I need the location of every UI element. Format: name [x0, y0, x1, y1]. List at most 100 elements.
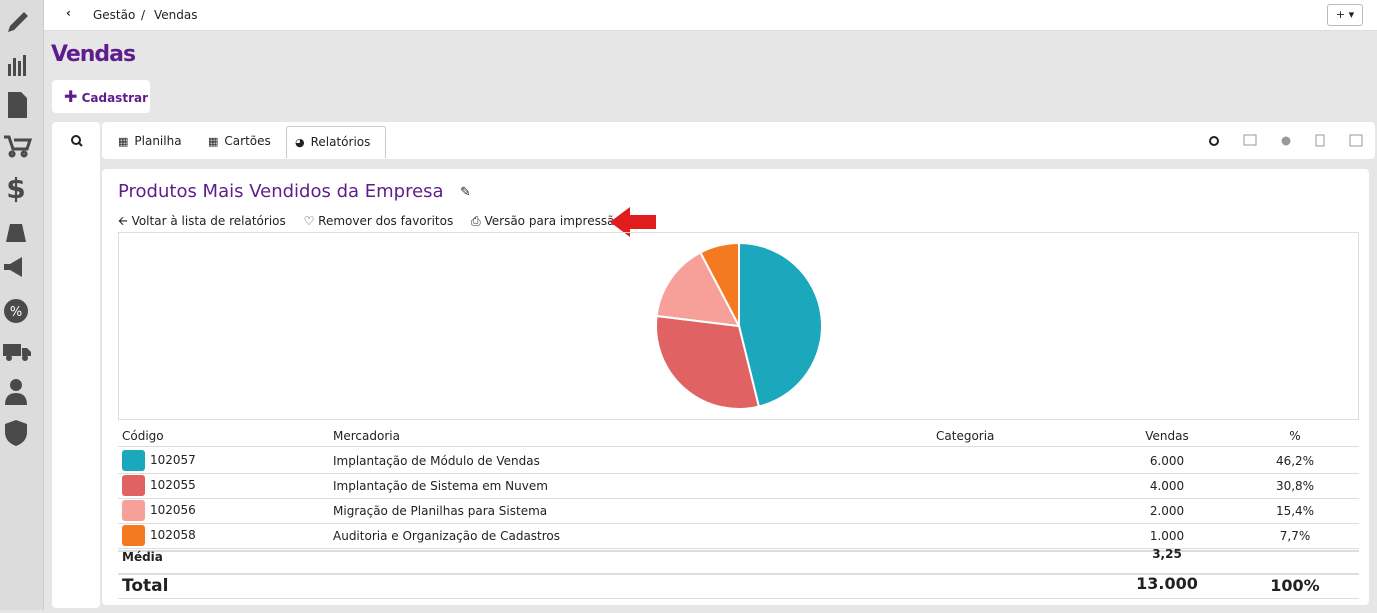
bag-icon[interactable]: [6, 224, 26, 242]
total-percent: 100%: [1270, 576, 1320, 595]
tab[interactable]: ▦ Planilha: [110, 126, 198, 158]
back-link-text[interactable]: Voltar à lista de relatórios: [131, 214, 286, 228]
settings-icon[interactable]: [1281, 136, 1291, 146]
column-header: Código: [122, 429, 164, 443]
total-label: Total: [122, 576, 169, 596]
breadcrumb-current: Vendas: [154, 8, 198, 22]
breadcrumb-separator: /: [141, 8, 146, 22]
tab[interactable]: ◕ Relatórios: [286, 126, 386, 158]
file-icon[interactable]: [1315, 134, 1325, 147]
total-value: 13.000: [1136, 574, 1198, 593]
tab-label: Cartões: [224, 134, 271, 148]
search-panel: [52, 122, 100, 608]
megaphone-icon[interactable]: [4, 257, 22, 277]
tab[interactable]: ▦ Cartões: [200, 126, 284, 158]
color-swatch: [122, 450, 145, 471]
tab-icon: ◕: [295, 136, 305, 149]
product: Migração de Planilhas para Sistema: [333, 504, 548, 518]
report-title: Produtos Mais Vendidos da Empresa: [118, 181, 444, 202]
discount-icon[interactable]: [4, 299, 28, 323]
favorite-link-text[interactable]: Remover dos favoritos: [318, 214, 454, 228]
report-links: 🡨 Voltar à lista de relatórios ♡ Remover…: [118, 212, 622, 233]
color-swatch: [122, 525, 145, 546]
breadcrumb-parent[interactable]: Gestão: [93, 8, 136, 22]
cart-icon[interactable]: [4, 135, 33, 158]
column-header: Vendas: [1145, 429, 1189, 443]
column-header: Categoria: [936, 429, 995, 443]
tab-label: Planilha: [134, 134, 182, 148]
sales: 1.000: [1149, 529, 1185, 543]
row-separator: [118, 574, 1359, 575]
mean-label: Média: [122, 550, 163, 564]
edit-icon[interactable]: [8, 12, 28, 32]
row-separator: [118, 523, 1359, 524]
row-separator: [118, 473, 1359, 474]
fullscreen-icon[interactable]: [1349, 134, 1363, 147]
product: Auditoria e Organização de Cadastros: [333, 529, 561, 543]
product: Implantação de Sistema em Nuvem: [333, 479, 548, 493]
mean-value: 3,25: [1152, 547, 1182, 561]
refresh-icon[interactable]: [1209, 136, 1219, 146]
percent: 7,7%: [1279, 529, 1311, 543]
code: 102056: [150, 503, 196, 517]
back-link[interactable]: 🡨 Voltar à lista de relatórios: [118, 214, 286, 228]
row-separator: [118, 573, 1359, 574]
add-dropdown[interactable]: + ▾: [1327, 4, 1363, 26]
pie-chart: [655, 241, 823, 410]
tab-label: Relatórios: [310, 135, 371, 149]
percent: 30,8%: [1275, 479, 1315, 493]
search-icon[interactable]: [52, 122, 100, 162]
document-icon[interactable]: [8, 92, 27, 118]
tab-bar: ▦ Planilha ▦ Cartões ◕ Relatórios: [102, 122, 1375, 159]
report-panel: Produtos Mais Vendidos da Empresa ✎ 🡨 Vo…: [102, 169, 1369, 605]
sales: 4.000: [1149, 479, 1185, 493]
row-separator: [118, 498, 1359, 499]
color-swatch: [122, 475, 145, 496]
edit-title-icon[interactable]: ✎: [460, 185, 471, 200]
sidebar-icons: $ %: [3, 12, 33, 446]
row-separator: [118, 446, 1359, 447]
percent: 15,4%: [1275, 504, 1315, 518]
red-arrow: [610, 207, 656, 237]
page-title: Vendas: [51, 42, 136, 67]
shield-icon[interactable]: [5, 420, 27, 446]
pie-slice: [655, 251, 741, 328]
column-header: %: [1289, 429, 1301, 443]
favorite-link[interactable]: ♡ Remover dos favoritos: [303, 214, 454, 228]
truck-icon[interactable]: [3, 344, 31, 361]
export-icon[interactable]: [1243, 134, 1257, 146]
sidebar: $ %: [0, 0, 44, 610]
tab-icon: ▦: [208, 135, 219, 148]
color-swatch: [122, 500, 145, 521]
toolbar-icons: [1209, 134, 1363, 147]
percent: 46,2%: [1275, 454, 1315, 468]
pie-slice: [699, 241, 740, 327]
row-separator: [118, 551, 1359, 552]
tab-icon: ▦: [118, 135, 129, 148]
add-label: +: [1335, 8, 1346, 21]
chart-box: [118, 232, 1359, 420]
sales: 2.000: [1149, 504, 1185, 518]
code: 102057: [150, 453, 196, 467]
create-label: Cadastrar: [81, 91, 148, 105]
code: 102055: [150, 478, 196, 492]
row-separator: [118, 548, 1359, 549]
create-button[interactable]: ✚ Cadastrar: [52, 80, 150, 113]
product: Implantação de Módulo de Vendas: [333, 454, 540, 468]
sales: 6.000: [1149, 454, 1185, 468]
row-separator: [118, 550, 1359, 551]
row-separator: [118, 598, 1359, 599]
money-icon[interactable]: $: [6, 172, 25, 205]
print-link[interactable]: ⎙ Versão para impressão: [471, 214, 622, 228]
top-bar: ‹ Gestão / Vendas + ▾: [44, 0, 1377, 31]
column-header: Mercadoria: [333, 429, 400, 443]
user-icon[interactable]: [5, 379, 27, 405]
print-link-text[interactable]: Versão para impressão: [484, 214, 622, 228]
pie-slice: [738, 241, 823, 408]
data-table: Código Mercadoria Categoria Vendas% 102057 Im…: [118, 424, 1359, 599]
code: 102058: [150, 528, 196, 542]
chart-icon[interactable]: [8, 55, 26, 76]
back-icon[interactable]: ‹: [66, 6, 71, 20]
percent-glyph: %: [10, 305, 22, 320]
